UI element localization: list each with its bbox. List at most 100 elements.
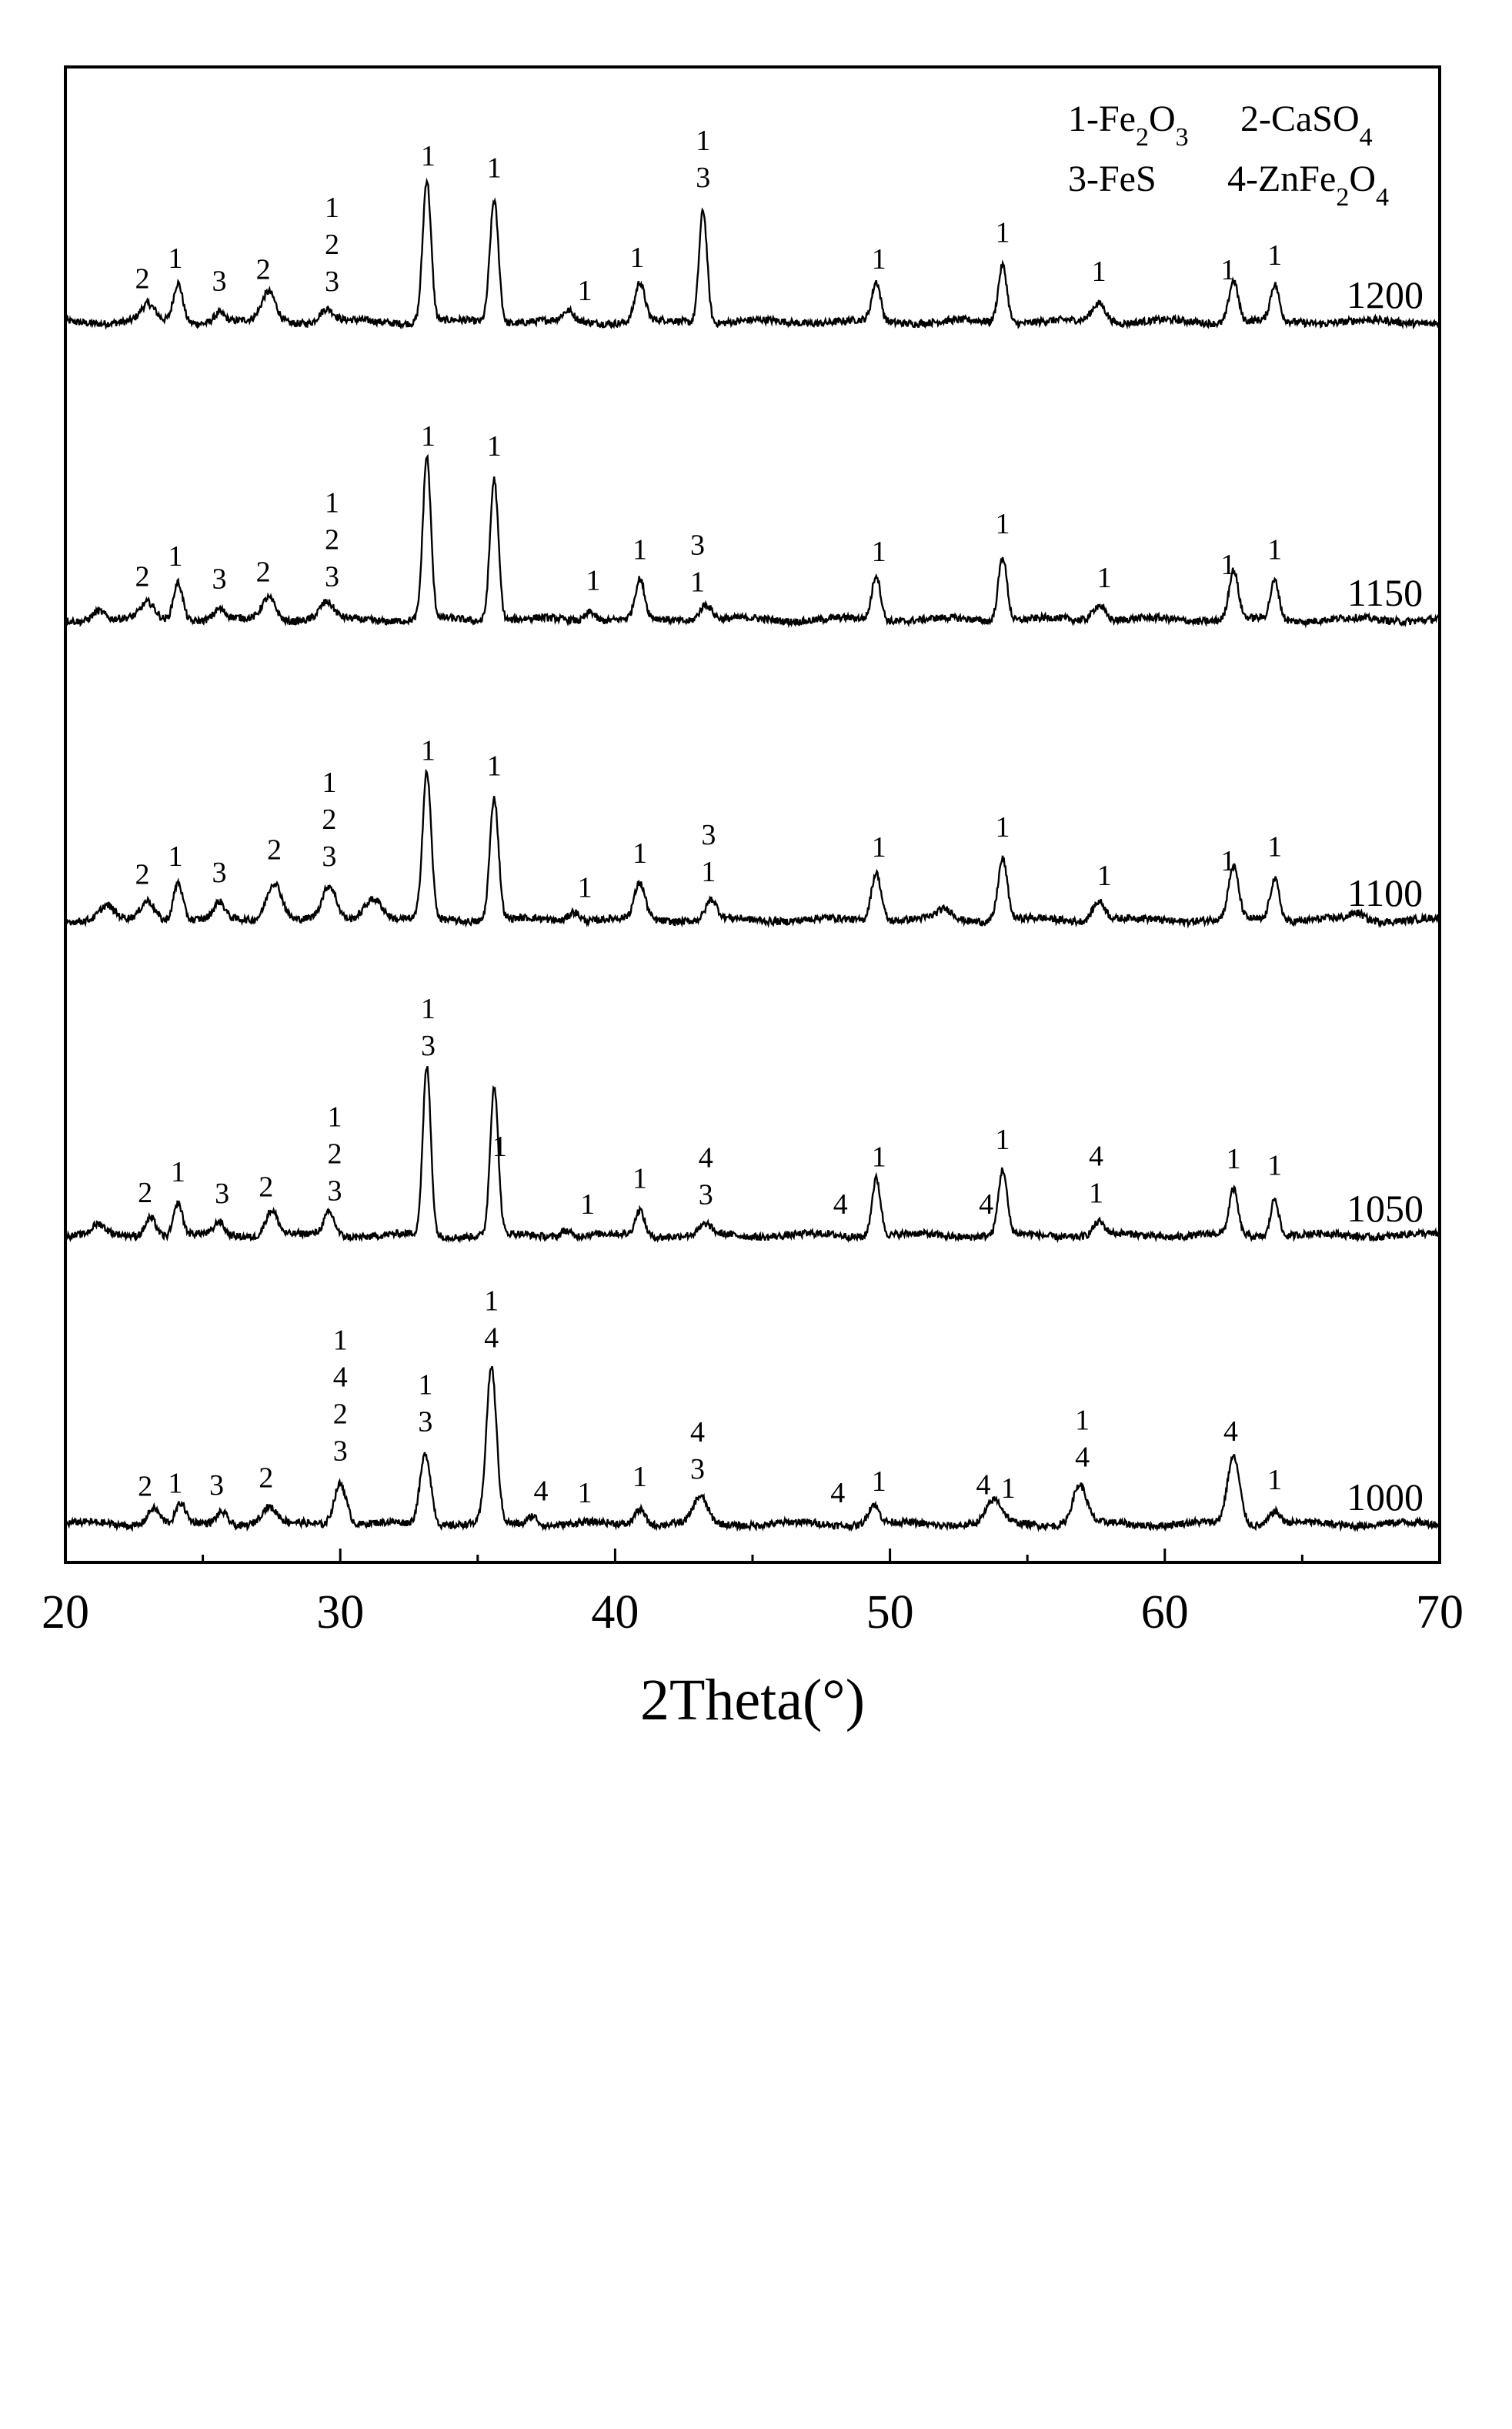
- peak-label: 1: [418, 1369, 432, 1402]
- peak-label: 1: [322, 767, 336, 799]
- peak-label: 4: [484, 1321, 499, 1354]
- x-tick-label: 60: [1141, 1586, 1189, 1639]
- peak-label: 3: [690, 529, 705, 561]
- peak-label: 1: [996, 508, 1010, 540]
- peak-label: 3: [328, 1175, 342, 1208]
- peak-label: 1: [633, 1162, 647, 1194]
- peak-label: 1: [168, 1468, 182, 1500]
- peak-label: 1: [1267, 1150, 1282, 1182]
- peak-label: 1: [1001, 1472, 1016, 1505]
- legend-entry-2: 2-CaSO4: [1240, 99, 1373, 152]
- peak-label: 1: [872, 243, 886, 276]
- peak-label: 1: [1220, 549, 1235, 581]
- peak-label: 3: [209, 1469, 224, 1502]
- peak-label: 3: [696, 162, 710, 194]
- peak-label: 2: [256, 556, 271, 589]
- legend-entry-4: 4-ZnFe2O4: [1227, 159, 1389, 212]
- peak-label: 4: [690, 1416, 705, 1448]
- x-tick-label: 30: [316, 1586, 364, 1639]
- peak-label: 1: [1097, 860, 1112, 892]
- peak-label: 1: [1267, 534, 1282, 566]
- peak-label: 2: [267, 834, 282, 867]
- series-name-1200: 1200: [1347, 273, 1424, 316]
- peak-label: 4: [830, 1477, 845, 1509]
- peak-label: 2: [135, 561, 150, 593]
- peak-label: 3: [418, 1406, 432, 1438]
- legend-entry-3: 3-FeS: [1068, 159, 1157, 199]
- x-tick-label: 50: [866, 1586, 914, 1639]
- peak-label: 3: [333, 1435, 348, 1467]
- pattern-line-1100: [64, 768, 1441, 929]
- peak-label: 1: [1089, 1177, 1103, 1209]
- peak-label: 1: [633, 534, 647, 566]
- peak-label: 4: [1223, 1415, 1238, 1448]
- peak-label: 4: [1089, 1140, 1103, 1172]
- peak-label: 4: [979, 1188, 993, 1221]
- peak-label: 1: [1267, 830, 1282, 863]
- pattern-line-1050: [64, 1065, 1441, 1244]
- peak-label: 2: [322, 804, 336, 836]
- peak-label: 1: [1220, 845, 1235, 877]
- series-name-1100: 1100: [1347, 871, 1423, 914]
- peak-label: 4: [833, 1188, 848, 1221]
- peak-label: 1: [690, 566, 705, 598]
- peak-label: 1: [996, 811, 1010, 844]
- peak-label: 1: [996, 1124, 1010, 1156]
- peak-label: 3: [212, 857, 227, 889]
- peak-label: 1: [701, 856, 716, 888]
- peak-label: 1: [487, 750, 502, 782]
- peak-label: 3: [212, 563, 227, 595]
- peak-label: 1: [168, 242, 182, 275]
- peak-label: 2: [135, 859, 150, 891]
- legend-entry-1: 1-Fe2O3: [1068, 99, 1189, 152]
- peak-label: 3: [212, 265, 227, 297]
- peak-label: 1: [325, 192, 339, 224]
- peak-label: 2: [333, 1398, 348, 1430]
- peak-label: 1: [333, 1324, 348, 1356]
- x-tick-label: 40: [591, 1586, 639, 1639]
- peak-label: 4: [333, 1361, 348, 1393]
- peak-label: 1: [1227, 1143, 1241, 1175]
- peak-label: 1: [578, 871, 592, 904]
- x-axis-label: 2Theta(°): [640, 1668, 865, 1732]
- peak-label: 3: [690, 1453, 705, 1485]
- peak-label: 3: [215, 1178, 229, 1210]
- pattern-line-1150: [65, 453, 1441, 629]
- peak-label: 1: [1092, 256, 1106, 288]
- peak-label: 1: [1267, 1464, 1282, 1496]
- peak-label: 1: [586, 564, 600, 596]
- peak-label: 1: [872, 1465, 886, 1498]
- series-name-1050: 1050: [1347, 1187, 1424, 1230]
- x-tick-label: 20: [42, 1586, 89, 1639]
- series-name-1150: 1150: [1347, 571, 1423, 614]
- peak-label: 3: [325, 561, 339, 593]
- peak-label: 1: [696, 125, 710, 157]
- peak-label: 4: [976, 1468, 991, 1501]
- peak-label: 3: [322, 840, 336, 873]
- peak-label: 1: [1267, 239, 1282, 272]
- peak-label: 1: [580, 1188, 595, 1221]
- peak-label: 1: [168, 840, 182, 873]
- peak-label: 1: [421, 140, 436, 172]
- peak-label: 2: [259, 1462, 273, 1494]
- peak-label: 3: [421, 1030, 436, 1062]
- series-name-1000: 1000: [1347, 1475, 1424, 1519]
- peak-label: 1: [996, 216, 1010, 249]
- peak-label: 1: [325, 487, 339, 520]
- peak-label: 1: [872, 536, 886, 568]
- peak-label: 1: [633, 837, 647, 870]
- peak-label: 2: [256, 253, 271, 286]
- peak-label: 2: [138, 1177, 152, 1209]
- peak-label: 3: [325, 266, 339, 298]
- peak-label: 1: [578, 275, 592, 307]
- peak-label: 1: [633, 1461, 647, 1493]
- peak-label: 1: [1220, 254, 1235, 286]
- peak-label: 1: [1075, 1404, 1090, 1436]
- peak-label: 1: [629, 242, 644, 274]
- peak-label: 4: [699, 1141, 713, 1174]
